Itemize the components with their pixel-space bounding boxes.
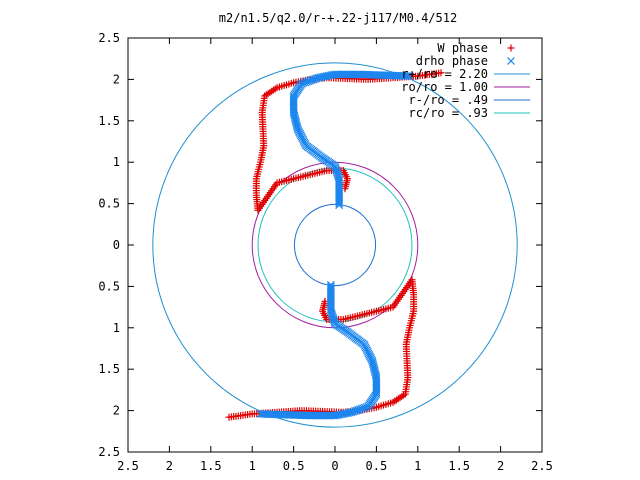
drho-phase-point (335, 199, 344, 208)
legend-label: drho phase (416, 54, 488, 68)
legend-marker (507, 57, 515, 65)
x-tick-label: 1.5 (200, 459, 222, 473)
y-tick-label: 1.5 (98, 114, 120, 128)
x-tick-label: 1 (414, 459, 421, 473)
x-tick-label: 1.5 (448, 459, 470, 473)
legend-label: r+/ro = 2.20 (401, 67, 488, 81)
x-tick-label: 2.5 (531, 459, 553, 473)
circle-r2_2 (152, 62, 518, 428)
legend-label: r-/ro = .49 (409, 93, 488, 107)
legend-label: rc/ro = .93 (409, 106, 488, 120)
drho-phase-point (326, 284, 335, 292)
x-tick-label: 0.5 (283, 459, 305, 473)
drho-phase-point (335, 201, 344, 210)
legend-label: W phase (437, 41, 488, 55)
y-tick-label: 2 (113, 72, 120, 86)
y-tick-label: 2.5 (98, 31, 120, 45)
x-tick-label: 2 (166, 459, 173, 473)
circle-r0_93 (257, 167, 413, 323)
x-tick-label: 2.5 (117, 459, 139, 473)
y-tick-label: 1.5 (98, 362, 120, 376)
axis-ticks: 2.5 2 1.5 1 0.5 0 0.5 1 1.5 2 2.52.521.510.500.511… (98, 31, 553, 473)
y-tick-label: 0.5 (98, 279, 120, 293)
y-tick-label: 1 (113, 155, 120, 169)
legend-label: ro/ro = 1.00 (401, 80, 488, 94)
chart-title: m2/n1.5/q2.0/r-+.22-j117/M0.4/512 (219, 11, 457, 25)
x-tick-label: 2 (497, 459, 504, 473)
y-tick-label: 1 (113, 321, 120, 335)
x-tick-label: 0.5 (366, 459, 388, 473)
phase-points (225, 44, 515, 421)
x-tick-label: 1 (249, 459, 256, 473)
drho-phase-point (326, 282, 335, 291)
legend-marker (507, 44, 515, 52)
y-tick-label: 0.5 (98, 197, 120, 211)
y-tick-label: 2 (113, 404, 120, 418)
circle-r0_49 (293, 203, 377, 287)
drho-phase-point (335, 198, 344, 206)
x-tick-label: 0 (331, 459, 338, 473)
drho-phase-point (326, 280, 335, 289)
y-tick-label: 0 (113, 238, 120, 252)
y-tick-label: 2.5 (98, 445, 120, 459)
